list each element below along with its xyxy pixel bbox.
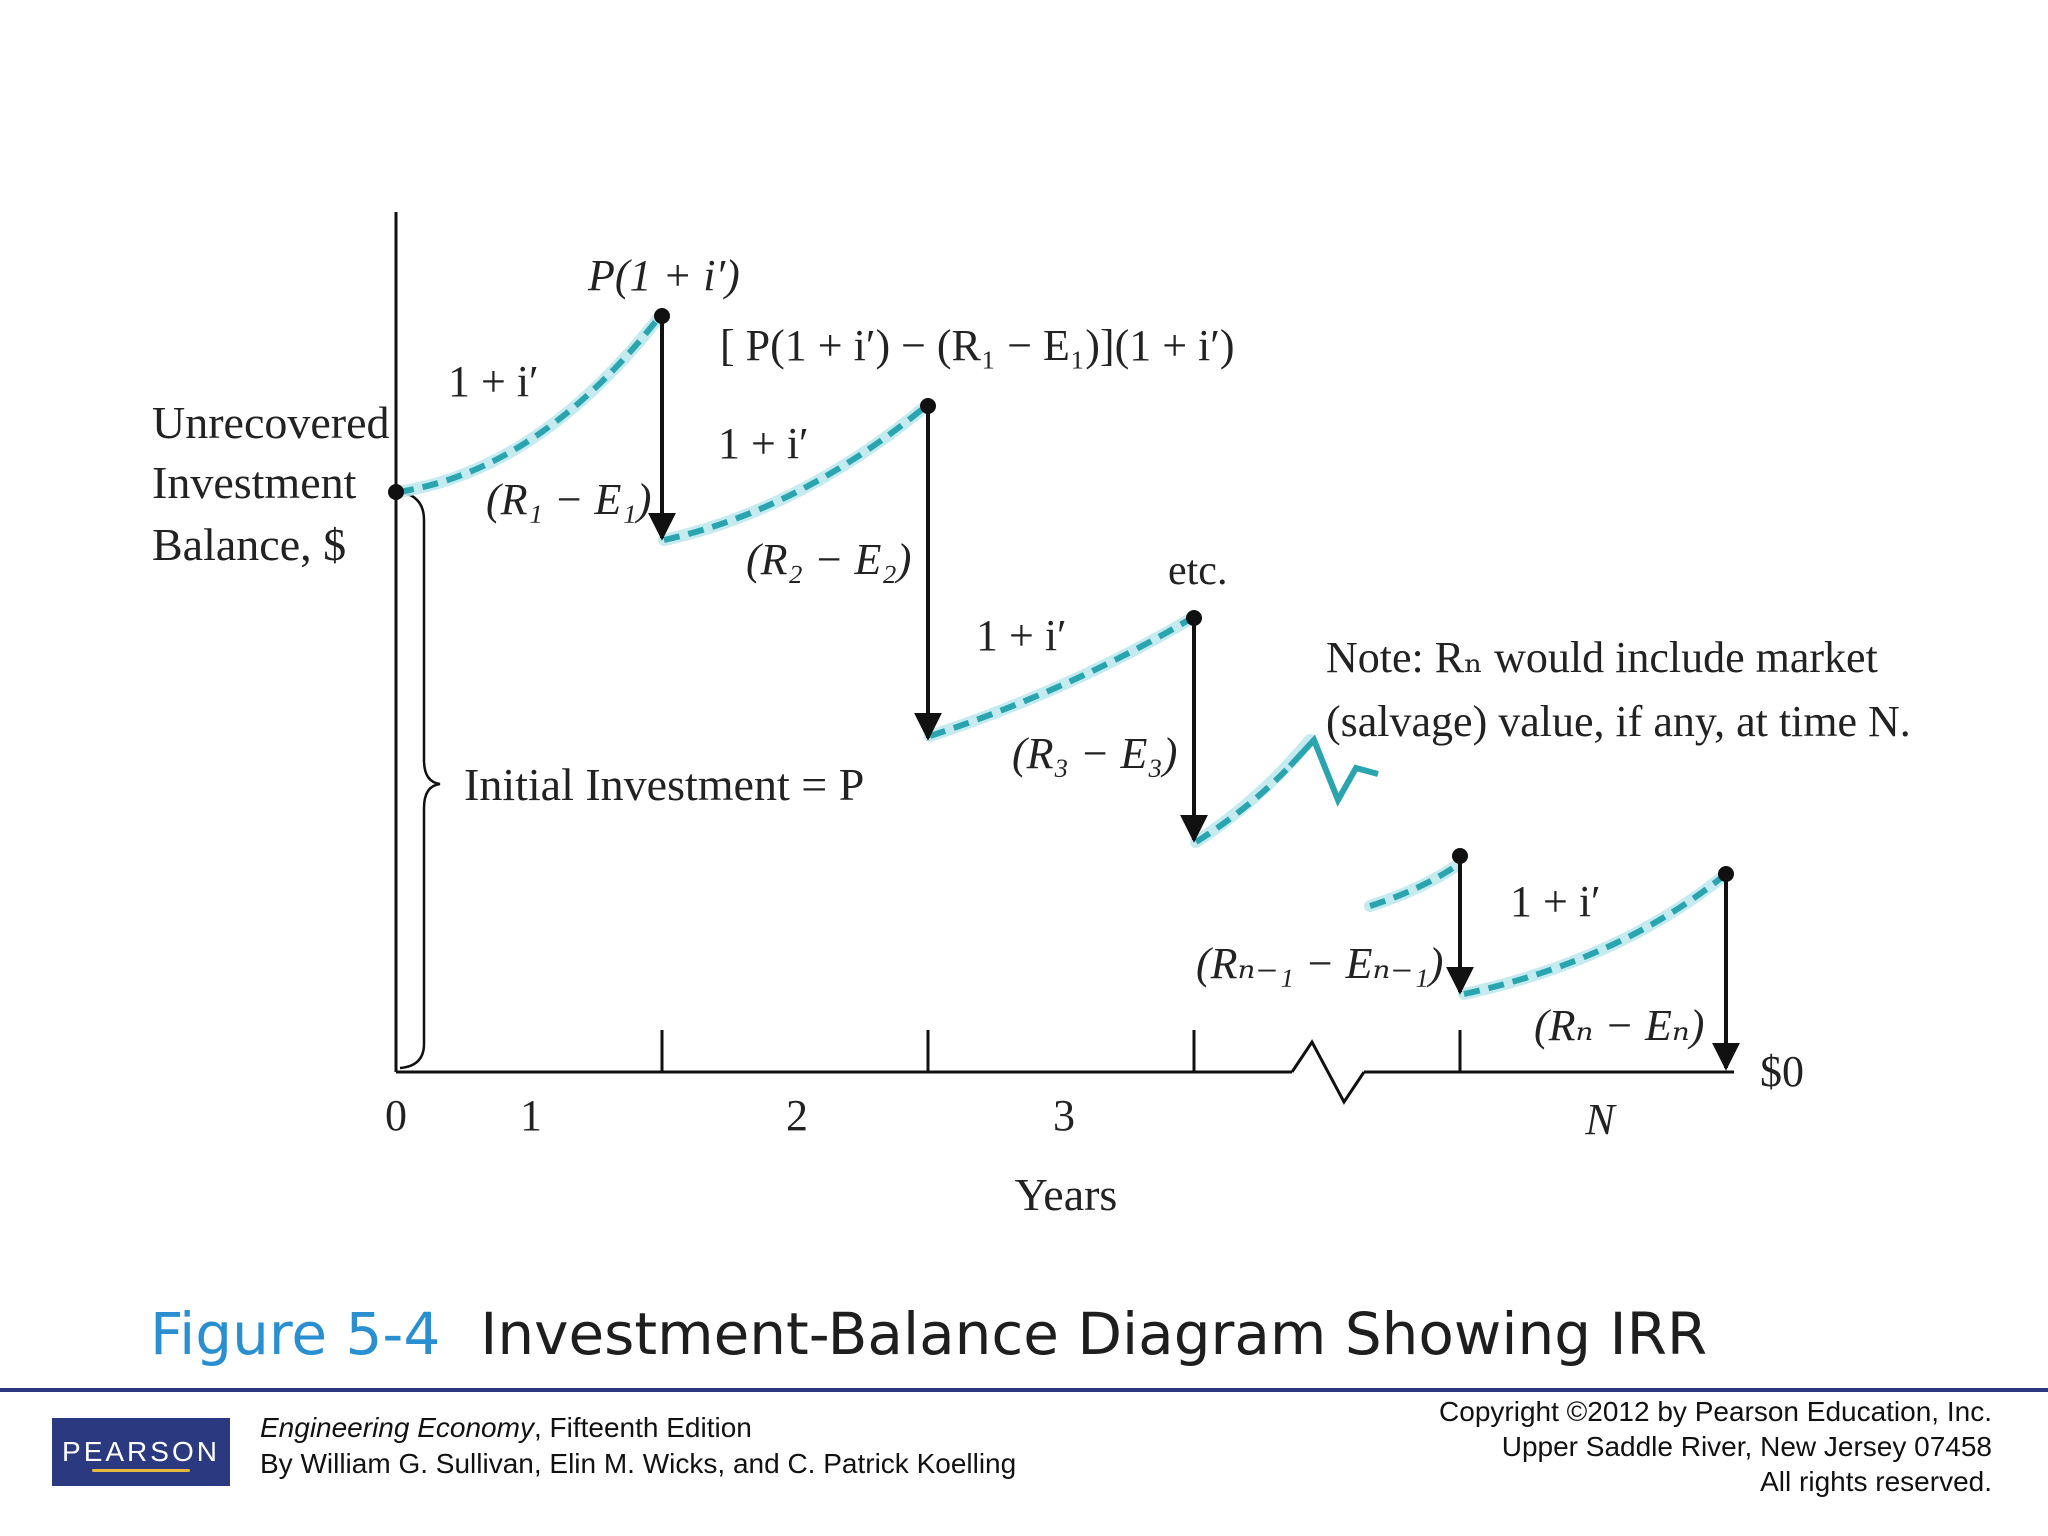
copyright-line-1: Copyright ©2012 by Pearson Education, In… <box>1439 1396 1992 1427</box>
growth-curve-year-n <box>1463 871 1728 997</box>
growth-curve-year-3 <box>929 615 1194 739</box>
drop-label-3: (R₃ − E₃) <box>1012 729 1177 778</box>
drop-label-1: (R₁ − E₁) <box>486 475 651 524</box>
curve-break-zigzag <box>1287 734 1379 807</box>
book-edition: , Fifteenth Edition <box>533 1412 752 1443</box>
x-tick-label-1: 1 <box>520 1091 542 1140</box>
x-axis-title: Years <box>1015 1169 1118 1220</box>
copyright-block: Copyright ©2012 by Pearson Education, In… <box>1439 1394 1992 1499</box>
y-axis-title-line-1: Unrecovered <box>152 397 390 448</box>
growth-curve-year-2 <box>663 403 928 543</box>
payment-arrows <box>648 316 1740 1071</box>
figure-caption: Figure 5-4 Investment-Balance Diagram Sho… <box>150 1300 1707 1368</box>
growth-factor-label-3: 1 + i′ <box>976 611 1067 660</box>
x-tick-label-0: 0 <box>385 1091 407 1140</box>
investment-balance-diagram: Unrecovered Investment Balance, $ 0 1 2 … <box>152 212 1911 1220</box>
copyright-line-2: Upper Saddle River, New Jersey 07458 <box>1501 1431 1992 1462</box>
book-info: Engineering Economy, Fifteenth Edition B… <box>260 1410 1016 1482</box>
initial-investment-label: Initial Investment = P <box>464 759 864 810</box>
growth-curve-pre-n <box>1369 863 1458 909</box>
growth-factor-label-2: 1 + i′ <box>718 419 809 468</box>
x-tick-label-n: N <box>1584 1095 1617 1144</box>
growth-factor-label-1: 1 + i′ <box>448 357 539 406</box>
balance-points <box>388 308 1734 882</box>
growth-curve-year-1 <box>397 314 663 495</box>
axis-break-x <box>1290 1039 1366 1105</box>
drop-label-2: (R₂ − E₂) <box>746 535 911 584</box>
growth-factor-label-n: 1 + i′ <box>1510 877 1601 926</box>
figure-number: Figure 5-4 <box>150 1300 441 1368</box>
copyright-line-3: All rights reserved. <box>1760 1466 1992 1497</box>
note-line-2: (salvage) value, if any, at time N. <box>1326 697 1911 746</box>
book-authors: By William G. Sullivan, Elin M. Wicks, a… <box>260 1448 1017 1479</box>
figure-title: Investment-Balance Diagram Showing IRR <box>480 1300 1708 1368</box>
publisher-logo: PEARSON <box>52 1418 230 1486</box>
note-line-1: Note: Rₙ would include market <box>1326 633 1878 682</box>
y-axis-title-line-2: Investment <box>152 457 357 508</box>
etc-label: etc. <box>1168 548 1227 594</box>
peak-2-label: [ P(1 + i′) − (R₁ − E₁)](1 + i′) <box>720 321 1235 370</box>
drop-label-n: (Rₙ − Eₙ) <box>1534 1001 1704 1050</box>
footer-divider <box>0 1388 2048 1392</box>
initial-investment-bracket <box>399 490 441 1070</box>
x-tick-label-3: 3 <box>1053 1091 1075 1140</box>
y-axis-title-line-3: Balance, $ <box>152 519 346 570</box>
x-tick-label-2: 2 <box>786 1091 808 1140</box>
drop-label-n-1: (Rₙ₋₁ − Eₙ₋₁) <box>1196 939 1443 988</box>
zero-label: $0 <box>1760 1047 1804 1096</box>
peak-1-label: P(1 + i′) <box>587 251 740 300</box>
book-title: Engineering Economy <box>260 1412 534 1443</box>
